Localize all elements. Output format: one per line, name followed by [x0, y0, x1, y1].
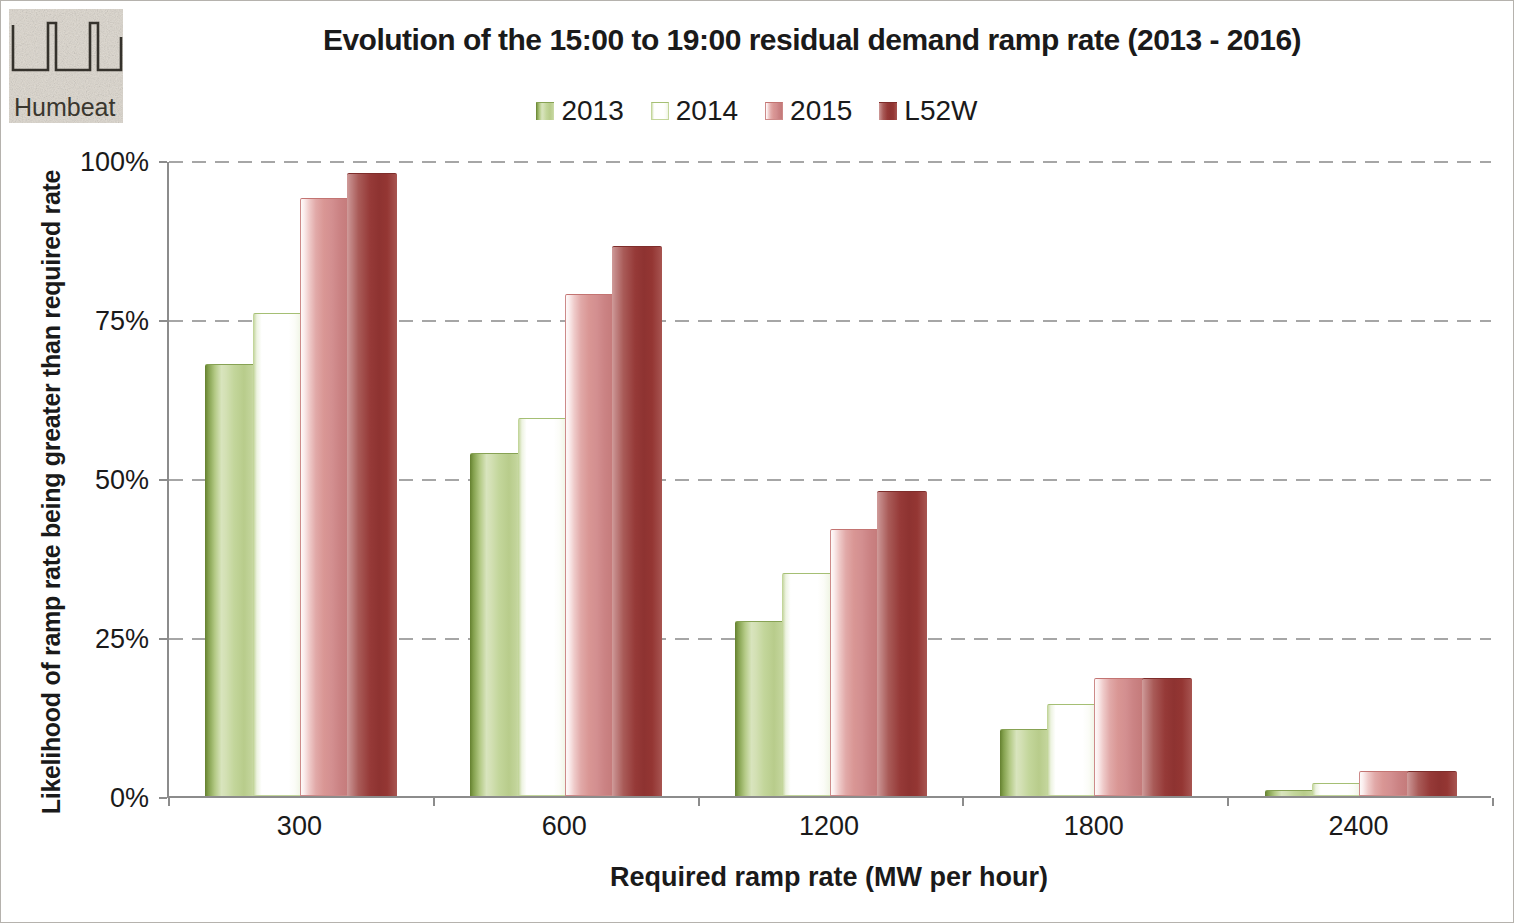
- bar-2015-300: [300, 198, 350, 796]
- legend-label-2014: 2014: [676, 95, 738, 127]
- bar-2014-600: [518, 418, 568, 796]
- y-axis-tick-0: [159, 797, 167, 799]
- bar-L52W-1800: [1142, 678, 1192, 796]
- y-tick-label-100%: 100%: [1, 149, 149, 176]
- bar-L52W-300: [347, 173, 397, 796]
- x-axis-tick-3: [962, 798, 964, 806]
- legend: 2013 2014 2015 L52W: [1, 95, 1513, 127]
- bar-2013-1200: [735, 621, 785, 796]
- legend-item-l52w: L52W: [879, 95, 977, 127]
- y-axis-tick-100: [159, 161, 167, 163]
- bar-2013-300: [205, 364, 255, 796]
- x-axis-tick-labels: 300 600 1200 1800 2400: [167, 813, 1491, 847]
- x-axis-tick-0: [168, 798, 170, 806]
- x-tick-label-300: 300: [199, 813, 399, 840]
- legend-item-2013: 2013: [536, 95, 623, 127]
- y-axis-tick-labels: 0%25%50%75%100%: [1, 162, 149, 798]
- x-tick-label-2400: 2400: [1259, 813, 1459, 840]
- legend-item-2015: 2015: [765, 95, 852, 127]
- x-tick-label-600: 600: [464, 813, 664, 840]
- bar-2015-600: [565, 294, 615, 796]
- bar-2013-2400: [1265, 790, 1315, 796]
- gridline-100: [169, 161, 1491, 163]
- legend-label-2015: 2015: [790, 95, 852, 127]
- chart-page: Humbeat Evolution of the 15:00 to 19:00 …: [0, 0, 1514, 923]
- bar-L52W-600: [612, 246, 662, 796]
- y-axis-tick-25: [159, 638, 167, 640]
- y-tick-label-75%: 75%: [1, 308, 149, 335]
- y-axis-tick-75: [159, 320, 167, 322]
- plot-area: [167, 162, 1491, 798]
- chart-title: Evolution of the 15:00 to 19:00 residual…: [131, 23, 1493, 57]
- y-tick-label-0%: 0%: [1, 785, 149, 812]
- bar-2015-2400: [1359, 771, 1409, 796]
- bar-2015-1800: [1094, 678, 1144, 796]
- bar-L52W-1200: [877, 491, 927, 796]
- bar-2014-1800: [1047, 704, 1097, 796]
- y-tick-label-50%: 50%: [1, 467, 149, 494]
- bar-2014-1200: [782, 573, 832, 796]
- bar-2014-300: [253, 313, 303, 796]
- legend-swatch-l52w: [879, 102, 897, 120]
- legend-swatch-2015: [765, 102, 783, 120]
- x-tick-label-1800: 1800: [994, 813, 1194, 840]
- x-axis-title: Required ramp rate (MW per hour): [167, 862, 1491, 893]
- legend-label-l52w: L52W: [904, 95, 977, 127]
- x-tick-label-1200: 1200: [729, 813, 929, 840]
- bar-2014-2400: [1312, 783, 1362, 796]
- x-axis-tick-5: [1492, 798, 1494, 806]
- legend-label-2013: 2013: [561, 95, 623, 127]
- y-tick-label-25%: 25%: [1, 626, 149, 653]
- legend-swatch-2013: [536, 102, 554, 120]
- legend-item-2014: 2014: [651, 95, 738, 127]
- legend-swatch-2014: [651, 102, 669, 120]
- x-axis-tick-4: [1227, 798, 1229, 806]
- y-axis-tick-50: [159, 479, 167, 481]
- bar-2013-600: [470, 453, 520, 796]
- x-axis-tick-1: [433, 798, 435, 806]
- bar-L52W-2400: [1407, 771, 1457, 796]
- bar-2013-1800: [1000, 729, 1050, 796]
- bar-2015-1200: [830, 529, 880, 796]
- x-axis-tick-2: [698, 798, 700, 806]
